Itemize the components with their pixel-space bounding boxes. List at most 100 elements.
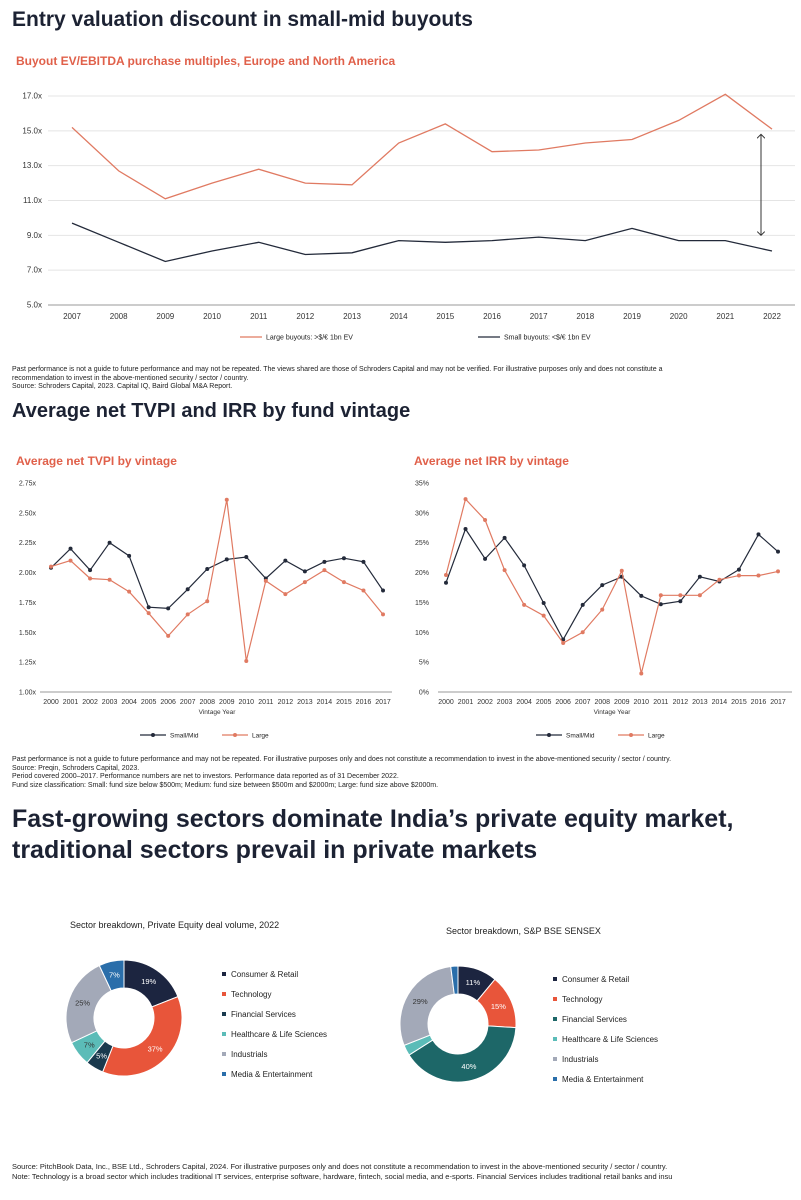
x-tick-label: 2000	[43, 699, 59, 706]
y-tick-label: 9.0x	[27, 231, 42, 240]
x-tick-label: 2011	[250, 312, 268, 321]
panel-entry-valuation: Entry valuation discount in small-mid bu…	[0, 0, 801, 402]
x-tick-label: 2010	[239, 699, 255, 706]
x-tick-label: 2019	[623, 312, 641, 321]
x-tick-label: 2009	[219, 699, 235, 706]
x-tick-label: 2008	[199, 699, 215, 706]
y-tick-label: 2.50x	[19, 510, 37, 517]
data-point	[776, 549, 780, 554]
slice-label: 7%	[84, 1040, 95, 1049]
y-tick-label: 5.0x	[27, 301, 42, 310]
legend-label: Healthcare & Life Sciences	[231, 1029, 328, 1039]
legend-swatch	[222, 972, 226, 976]
x-tick-label: 2008	[594, 699, 610, 706]
x-tick-label: 2002	[82, 699, 98, 706]
series-line	[445, 527, 779, 641]
series-line	[50, 541, 384, 610]
y-tick-label: 20%	[415, 570, 429, 577]
data-point	[127, 553, 132, 558]
legend-swatch	[222, 1052, 226, 1056]
legend-item: Financial Services	[222, 1004, 327, 1024]
data-point	[776, 569, 780, 574]
series-line	[71, 222, 773, 263]
irr-line-chart: 0%5%10%15%20%25%30%35%2000 2001 2002 2003 20…	[415, 481, 792, 740]
y-tick-label: 1.50x	[19, 630, 37, 637]
slice-label: 40%	[461, 1062, 476, 1071]
data-point	[68, 546, 73, 551]
data-point	[322, 568, 327, 573]
legend-label: Financial Services	[231, 1009, 296, 1019]
data-point	[756, 532, 761, 537]
x-tick-label: 2012	[673, 699, 689, 706]
data-point	[49, 564, 53, 569]
legend-item: Media & Entertainment	[222, 1064, 327, 1084]
y-tick-label: 1.00x	[19, 690, 37, 697]
y-tick-label: 5%	[419, 660, 429, 667]
data-point	[639, 671, 644, 676]
legend-label: Technology	[231, 989, 272, 999]
data-point	[561, 641, 566, 646]
legend-item: Healthcare & Life Sciences	[553, 1029, 658, 1049]
chart3-title: Average net IRR by vintage	[414, 454, 569, 468]
x-tick-label: 2006	[555, 699, 571, 706]
chart2-title: Average net TVPI by vintage	[16, 454, 177, 468]
legend-label: Technology	[562, 994, 603, 1004]
series-line	[50, 499, 384, 662]
chart1-title: Buyout EV/EBITDA purchase multiples, Eur…	[16, 54, 396, 68]
pe-deal-volume-donut: 19%37%5%7%25%7%	[65, 959, 183, 1077]
sensex-donut: 11% 15% 40% 29%	[399, 965, 517, 1083]
legend-swatch	[222, 1012, 226, 1016]
donut1-legend: Consumer & Retail Technology Financial S…	[222, 964, 327, 1084]
donut-slice	[399, 965, 455, 1046]
x-tick-label: 2005	[141, 699, 157, 706]
x-tick-label: 2012	[278, 699, 294, 706]
legend-item: Technology	[222, 984, 327, 1004]
slice-label: 25%	[75, 999, 90, 1008]
legend-item: Financial Services	[553, 1009, 658, 1029]
data-point	[600, 607, 605, 612]
legend-label: Consumer & Retail	[231, 969, 299, 979]
legend-label: Media & Entertainment	[562, 1074, 644, 1084]
x-tick-label: 2016	[483, 312, 501, 321]
data-point	[302, 569, 307, 574]
x-tick-label: 2007	[180, 699, 196, 706]
panel1-title: Entry valuation discount in small-mid bu…	[12, 8, 473, 31]
data-point	[224, 557, 229, 562]
y-tick-label: 1.25x	[19, 660, 37, 667]
panel3-notes: Source: PitchBook Data, Inc., BSE Ltd., …	[12, 1162, 672, 1182]
data-point	[361, 559, 366, 564]
data-point	[107, 540, 112, 545]
data-point	[166, 633, 171, 638]
panel1-note-line: Past performance is not a guide to futur…	[12, 366, 663, 373]
x-tick-label: 2011	[653, 699, 668, 706]
x-tick-label: 2007	[63, 312, 81, 321]
data-point	[658, 593, 663, 598]
legend-swatch	[553, 1077, 557, 1081]
data-point	[541, 613, 546, 618]
x-tick-label: 2010	[203, 312, 221, 321]
data-point	[381, 612, 385, 617]
data-point	[146, 611, 151, 616]
data-point	[166, 606, 171, 611]
data-point	[580, 602, 585, 607]
x-tick-label: 2001	[458, 699, 474, 706]
panel3-title: Fast-growing sectors dominate India’s pr…	[12, 804, 733, 866]
panel3-note-line: Note: Technology is a broad sector which…	[12, 1172, 673, 1181]
y-tick-label: 2.00x	[19, 570, 37, 577]
x-tick-label: 2004	[121, 699, 137, 706]
y-tick-label: 30%	[415, 510, 429, 517]
panel2-note-line: Period covered 2000–2017. Performance nu…	[12, 773, 399, 781]
legend-item: Consumer & Retail	[553, 969, 658, 989]
y-tick-label: 11.0x	[23, 196, 42, 205]
legend-item: Technology	[553, 989, 658, 1009]
legend-label: Consumer & Retail	[562, 974, 630, 984]
x-tick-label: 2013	[692, 699, 708, 706]
legend-marker	[233, 733, 237, 737]
ev-ebitda-line-chart: 5.0x 7.0x 9.0x 11.0x 13.0x 15.0x 17.0x 2007 2008…	[22, 92, 795, 342]
x-tick-label: 2014	[317, 699, 333, 706]
x-tick-label: 2016	[356, 699, 372, 706]
x-tick-label: 2009	[156, 312, 174, 321]
x-tick-label: 2010	[634, 699, 650, 706]
panel3-note-line: Source: PitchBook Data, Inc., BSE Ltd., …	[12, 1162, 668, 1171]
data-point	[639, 593, 644, 598]
